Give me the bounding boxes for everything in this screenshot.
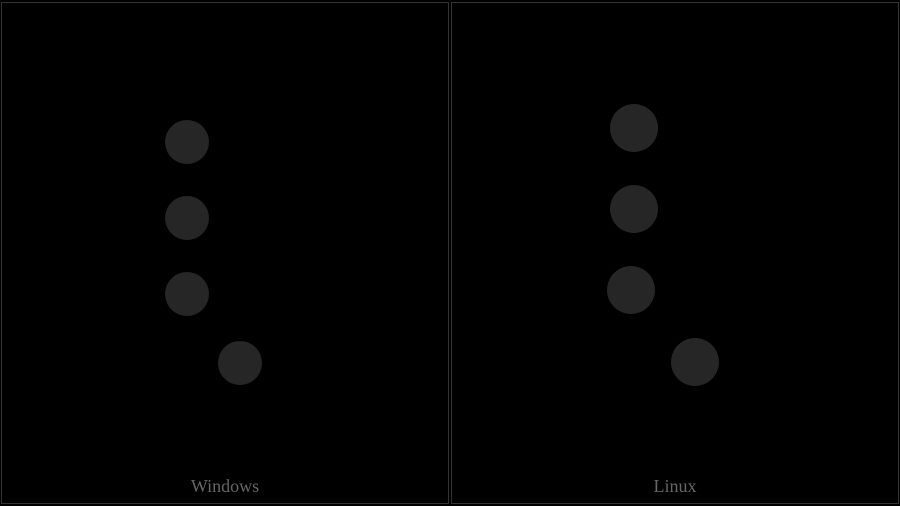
panel-caption-linux: Linux — [654, 476, 697, 497]
panel-windows: Windows — [1, 2, 449, 504]
panel-caption-windows: Windows — [191, 476, 259, 497]
dot-icon — [165, 272, 209, 316]
dot-icon — [610, 104, 658, 152]
dot-icon — [607, 266, 655, 314]
dot-icon — [671, 338, 719, 386]
dot-icon — [165, 196, 209, 240]
panel-linux: Linux — [451, 2, 899, 504]
dot-icon — [165, 120, 209, 164]
dot-icon — [218, 341, 262, 385]
glyph-area-windows — [2, 3, 448, 503]
glyph-area-linux — [452, 3, 898, 503]
dot-icon — [610, 185, 658, 233]
